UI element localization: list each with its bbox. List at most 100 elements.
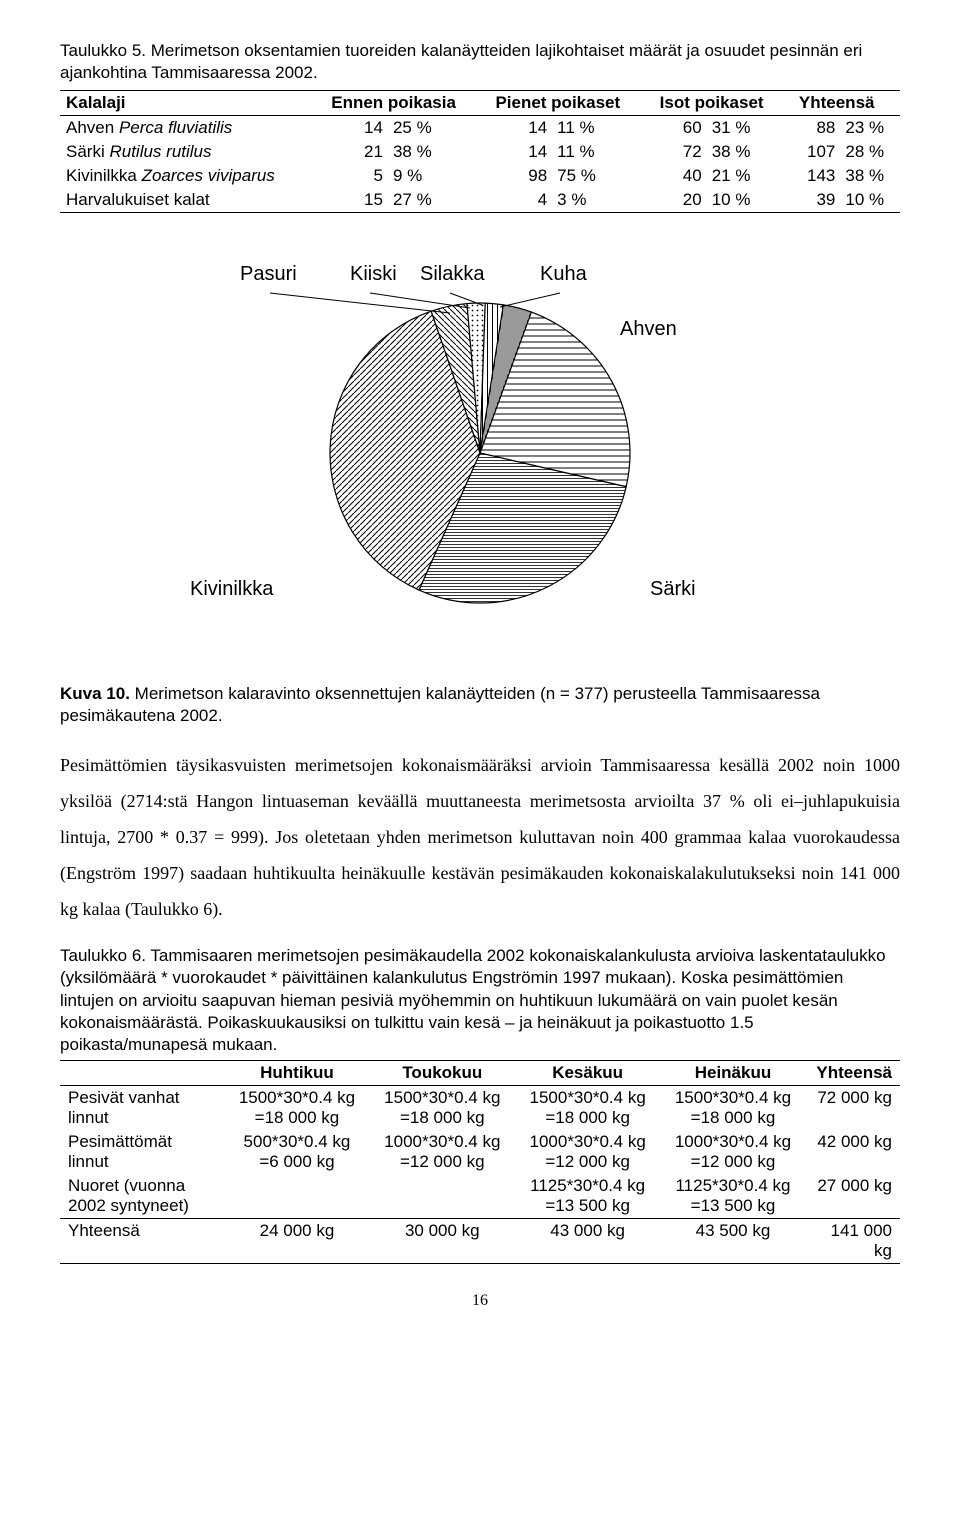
table-cell: 27 % bbox=[389, 188, 489, 213]
table-cell: Nuoret (vuonna 2002 syntyneet) bbox=[60, 1174, 224, 1219]
table-row: Särki Rutilus rutilus2138 %1411 %7238 %1… bbox=[60, 140, 900, 164]
table-cell: 14 bbox=[489, 116, 553, 141]
table-cell: 38 % bbox=[708, 140, 793, 164]
table-cell: 21 % bbox=[708, 164, 793, 188]
table5-h0: Kalalaji bbox=[60, 91, 325, 116]
table-cell: 27 000 kg bbox=[806, 1174, 900, 1219]
table-cell: Harvalukuiset kalat bbox=[60, 188, 325, 213]
table-cell: 1500*30*0.4 kg =18 000 kg bbox=[370, 1085, 515, 1130]
table-cell: 40 bbox=[654, 164, 708, 188]
table-cell: 141 000 kg bbox=[806, 1218, 900, 1263]
leader-line bbox=[500, 293, 560, 307]
table6-h4: Heinäkuu bbox=[660, 1060, 805, 1085]
table-cell: 25 % bbox=[389, 116, 489, 141]
page-number: 16 bbox=[60, 1292, 900, 1310]
table-row: Pesimättömät linnut500*30*0.4 kg =6 000 … bbox=[60, 1130, 900, 1174]
table6-caption: Taulukko 6. Tammisaaren merimetsojen pes… bbox=[60, 945, 900, 1055]
table-cell: 23 % bbox=[841, 116, 900, 141]
table-cell: 20 bbox=[654, 188, 708, 213]
table-cell: 1000*30*0.4 kg =12 000 kg bbox=[370, 1130, 515, 1174]
page: Taulukko 5. Merimetson oksentamien tuore… bbox=[0, 0, 960, 1350]
table6-h0 bbox=[60, 1060, 224, 1085]
table6-h3: Kesäkuu bbox=[515, 1060, 660, 1085]
table5-h4: Yhteensä bbox=[793, 91, 900, 116]
table-cell: 5 bbox=[325, 164, 389, 188]
table-cell: 1000*30*0.4 kg =12 000 kg bbox=[660, 1130, 805, 1174]
table-cell: 39 bbox=[793, 188, 841, 213]
table-cell: Ahven Perca fluviatilis bbox=[60, 116, 325, 141]
table-cell: Yhteensä bbox=[60, 1218, 224, 1263]
pie-chart: Pasuri Kiiski Silakka Kuha Ahven Särki K… bbox=[120, 243, 840, 663]
table-row: Kivinilkka Zoarces viviparus59 %9875 %40… bbox=[60, 164, 900, 188]
leader-line bbox=[270, 293, 450, 313]
table-cell: 75 % bbox=[553, 164, 653, 188]
table-row: Harvalukuiset kalat1527 %43 %2010 %3910 … bbox=[60, 188, 900, 213]
pie-label-ahven: Ahven bbox=[620, 318, 677, 341]
table-footer-row: Yhteensä24 000 kg30 000 kg43 000 kg43 50… bbox=[60, 1218, 900, 1263]
pie-label-sarki: Särki bbox=[650, 578, 696, 601]
table-cell: 10 % bbox=[841, 188, 900, 213]
table-cell: 31 % bbox=[708, 116, 793, 141]
table-cell: 4 bbox=[489, 188, 553, 213]
table-cell: 500*30*0.4 kg =6 000 kg bbox=[224, 1130, 369, 1174]
table-cell: 43 000 kg bbox=[515, 1218, 660, 1263]
figure10-caption-bold: Kuva 10. bbox=[60, 684, 130, 703]
table5-h1: Ennen poikasia bbox=[325, 91, 489, 116]
table-cell: Särki Rutilus rutilus bbox=[60, 140, 325, 164]
table-cell: 1500*30*0.4 kg =18 000 kg bbox=[515, 1085, 660, 1130]
table5-caption: Taulukko 5. Merimetson oksentamien tuore… bbox=[60, 40, 900, 84]
table-cell: 15 bbox=[325, 188, 389, 213]
table-cell bbox=[370, 1174, 515, 1219]
table-cell: 11 % bbox=[553, 140, 653, 164]
table-cell: Pesimättömät linnut bbox=[60, 1130, 224, 1174]
table-cell: 1500*30*0.4 kg =18 000 kg bbox=[224, 1085, 369, 1130]
table-cell: 11 % bbox=[553, 116, 653, 141]
table-cell: 28 % bbox=[841, 140, 900, 164]
pie-label-kiiski: Kiiski bbox=[350, 263, 397, 286]
table-cell bbox=[224, 1174, 369, 1219]
table6-header-row: Huhtikuu Toukokuu Kesäkuu Heinäkuu Yhtee… bbox=[60, 1060, 900, 1085]
table-cell: 38 % bbox=[841, 164, 900, 188]
table-row: Pesivät vanhat linnut1500*30*0.4 kg =18 … bbox=[60, 1085, 900, 1130]
table-cell: Pesivät vanhat linnut bbox=[60, 1085, 224, 1130]
table-cell: 14 bbox=[489, 140, 553, 164]
table-cell: 1125*30*0.4 kg =13 500 kg bbox=[660, 1174, 805, 1219]
table-cell: 72 000 kg bbox=[806, 1085, 900, 1130]
table-cell: 1500*30*0.4 kg =18 000 kg bbox=[660, 1085, 805, 1130]
table5-h3: Isot poikaset bbox=[654, 91, 793, 116]
table-cell: 143 bbox=[793, 164, 841, 188]
table-cell: Kivinilkka Zoarces viviparus bbox=[60, 164, 325, 188]
table-cell: 30 000 kg bbox=[370, 1218, 515, 1263]
table-cell: 9 % bbox=[389, 164, 489, 188]
table-cell: 38 % bbox=[389, 140, 489, 164]
table5: Kalalaji Ennen poikasia Pienet poikaset … bbox=[60, 90, 900, 213]
table-cell: 43 500 kg bbox=[660, 1218, 805, 1263]
pie-label-silakka: Silakka bbox=[420, 263, 484, 286]
table6: Huhtikuu Toukokuu Kesäkuu Heinäkuu Yhtee… bbox=[60, 1060, 900, 1264]
table-cell: 60 bbox=[654, 116, 708, 141]
table-cell: 88 bbox=[793, 116, 841, 141]
figure10-caption: Kuva 10. Merimetson kalaravinto oksennet… bbox=[60, 683, 900, 727]
table-cell: 14 bbox=[325, 116, 389, 141]
table-cell: 42 000 kg bbox=[806, 1130, 900, 1174]
pie-label-kivinilkka: Kivinilkka bbox=[190, 578, 273, 601]
table-cell: 21 bbox=[325, 140, 389, 164]
table6-h1: Huhtikuu bbox=[224, 1060, 369, 1085]
pie-label-kuha: Kuha bbox=[540, 263, 587, 286]
table-cell: 72 bbox=[654, 140, 708, 164]
table-cell: 1000*30*0.4 kg =12 000 kg bbox=[515, 1130, 660, 1174]
table6-h2: Toukokuu bbox=[370, 1060, 515, 1085]
table-cell: 1125*30*0.4 kg =13 500 kg bbox=[515, 1174, 660, 1219]
body-paragraph: Pesimättömien täysikasvuisten merimetsoj… bbox=[60, 747, 900, 927]
table6-h5: Yhteensä bbox=[806, 1060, 900, 1085]
table-cell: 98 bbox=[489, 164, 553, 188]
pie-label-pasuri: Pasuri bbox=[240, 263, 297, 286]
table-cell: 107 bbox=[793, 140, 841, 164]
table5-h2: Pienet poikaset bbox=[489, 91, 653, 116]
table-row: Nuoret (vuonna 2002 syntyneet) 1125*30*0.… bbox=[60, 1174, 900, 1219]
table-row: Ahven Perca fluviatilis1425 %1411 %6031 … bbox=[60, 116, 900, 141]
table-cell: 10 % bbox=[708, 188, 793, 213]
table-cell: 3 % bbox=[553, 188, 653, 213]
table5-header-row: Kalalaji Ennen poikasia Pienet poikaset … bbox=[60, 91, 900, 116]
table-cell: 24 000 kg bbox=[224, 1218, 369, 1263]
